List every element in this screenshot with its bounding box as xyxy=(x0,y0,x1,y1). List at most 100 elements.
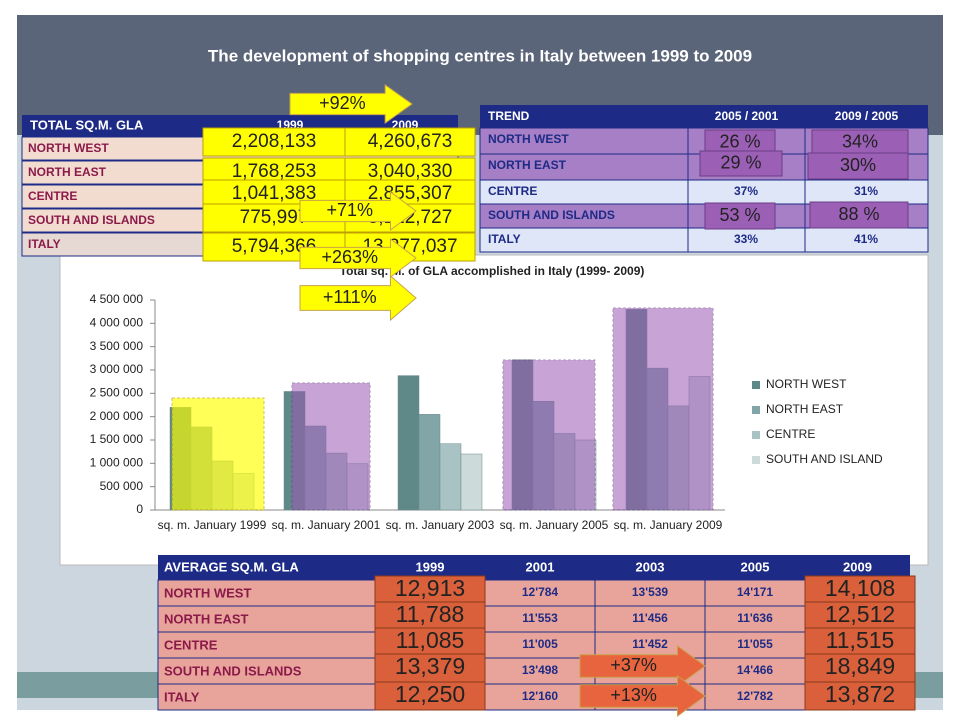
average-value: 12,913 xyxy=(395,575,465,601)
table-header-cell: 2005 / 2001 xyxy=(715,109,779,123)
table-header-cell: 1999 xyxy=(416,559,445,574)
row-label: ITALY xyxy=(164,689,200,704)
highlight xyxy=(502,359,596,511)
table-cell xyxy=(704,631,806,659)
legend-label: NORTH EAST xyxy=(766,402,844,416)
table-header-cell: AVERAGE SQ.M. GLA xyxy=(164,559,299,574)
value-2009: 4,260,673 xyxy=(368,131,453,152)
row-label: SOUTH AND ISLANDS xyxy=(28,213,155,227)
highlight xyxy=(171,397,265,511)
legend-swatch xyxy=(752,406,760,414)
table-cell xyxy=(479,227,689,253)
table-header-cell: 2003 xyxy=(636,559,665,574)
average-value: 12'160 xyxy=(522,689,559,703)
trend-value: 29 % xyxy=(720,152,761,172)
average-box xyxy=(804,653,916,683)
y-tick-label: 2 500 000 xyxy=(90,386,144,400)
trend-box xyxy=(807,152,909,180)
average-box xyxy=(804,681,916,711)
table-cell xyxy=(804,179,929,205)
y-tick-label: 3 500 000 xyxy=(90,339,144,353)
table-cell xyxy=(687,227,806,253)
table-header xyxy=(158,555,910,580)
table-header-cell: 2001 xyxy=(526,559,555,574)
value-1999: 1,768,253 xyxy=(232,161,317,182)
table-header-cell: 2009 xyxy=(843,559,872,574)
y-tick-label: 2 000 000 xyxy=(90,409,144,423)
table-cell xyxy=(594,605,706,633)
growth-arrow: +71% xyxy=(326,200,373,220)
average-value: 13,872 xyxy=(825,681,895,707)
average-value: 14'171 xyxy=(737,585,774,599)
row-label: NORTH WEST xyxy=(488,132,569,146)
highlight xyxy=(291,382,371,511)
growth-arrow-shape xyxy=(579,675,706,717)
chart-title: Total sq. M. of GLA accomplished in Ital… xyxy=(340,264,645,278)
table-cell xyxy=(594,579,706,607)
average-value: 11,788 xyxy=(396,601,465,627)
average-value: 11'005 xyxy=(522,637,558,651)
row-label: NORTH EAST xyxy=(28,165,107,179)
trend-value: 31% xyxy=(854,184,878,198)
trend-box xyxy=(809,201,909,229)
table-header-cell: TOTAL SQ.M. GLA xyxy=(30,117,144,132)
x-tick-label: sq. m. January 2003 xyxy=(385,518,495,532)
chart: Total sq. M. of GLA accomplished in Ital… xyxy=(90,264,883,516)
average-value: 12,250 xyxy=(395,681,465,707)
y-tick-label: 4 500 000 xyxy=(90,292,144,306)
table-cell xyxy=(484,579,596,607)
table-cell xyxy=(804,227,929,253)
growth-arrow-shape xyxy=(299,238,417,278)
legend-label: SOUTH AND ISLAND xyxy=(766,452,883,466)
average-value: 13,379 xyxy=(395,653,465,679)
average-value: 11'456 xyxy=(632,611,668,625)
average-value: 11'055 xyxy=(737,637,773,651)
legend-label: CENTRE xyxy=(766,427,815,441)
trend-value: 26 % xyxy=(719,131,760,151)
row-label: CENTRE xyxy=(488,184,537,198)
row-label: NORTH WEST xyxy=(28,141,109,155)
growth-arrow-shape xyxy=(289,84,413,124)
table-cell xyxy=(704,605,806,633)
average-box xyxy=(374,653,486,683)
growth-arrow: +37% xyxy=(610,655,657,675)
row-label: CENTRE xyxy=(28,189,77,203)
y-tick-label: 500 000 xyxy=(100,479,144,493)
value-box xyxy=(202,127,346,157)
table-cell xyxy=(157,605,376,633)
trend-box xyxy=(699,150,783,177)
average-value: 12,512 xyxy=(825,601,895,627)
table-header-cell: TREND xyxy=(488,109,530,123)
bar xyxy=(418,414,441,511)
x-tick-label: sq. m. January 1999 xyxy=(157,518,267,532)
y-tick-label: 1 500 000 xyxy=(90,432,144,446)
legend-swatch xyxy=(752,456,760,464)
bar xyxy=(439,443,462,511)
bar xyxy=(460,453,483,511)
y-tick-label: 1 000 000 xyxy=(90,456,144,470)
average-value: 11'553 xyxy=(522,611,558,625)
average-value: 13'539 xyxy=(632,585,669,599)
highlight xyxy=(612,307,714,511)
average-box xyxy=(804,627,916,657)
trend-value: 41% xyxy=(854,232,878,246)
y-tick-label: 0 xyxy=(136,502,143,516)
y-tick-label: 4 000 000 xyxy=(90,316,144,330)
row-label: CENTRE xyxy=(164,637,218,652)
row-label: NORTH WEST xyxy=(164,585,251,600)
y-tick-label: 3 000 000 xyxy=(90,362,144,376)
average-value: 14,108 xyxy=(825,575,895,601)
growth-arrow: +13% xyxy=(610,685,657,705)
legend-swatch xyxy=(752,381,760,389)
table-header xyxy=(480,105,928,128)
row-label: ITALY xyxy=(488,232,521,246)
x-tick-label: sq. m. January 2005 xyxy=(499,518,609,532)
growth-arrow-shape xyxy=(299,191,417,231)
average-value: 11'636 xyxy=(737,611,773,625)
table-cell xyxy=(704,657,806,685)
table-cell xyxy=(704,683,806,711)
average-value: 12'784 xyxy=(522,585,559,599)
legend-swatch xyxy=(752,431,760,439)
